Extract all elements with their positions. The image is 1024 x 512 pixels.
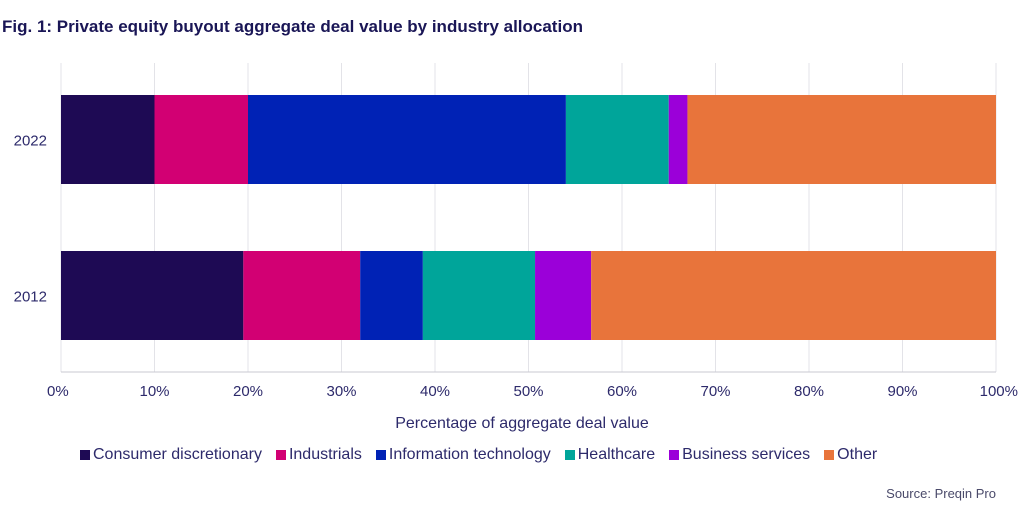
bar-segment-2022-business-services [668, 95, 688, 184]
source-note: Source: Preqin Pro [886, 486, 996, 501]
bar-segment-2022-information-technology [248, 95, 566, 184]
legend-label: Business services [682, 446, 811, 463]
legend-swatch [375, 450, 386, 460]
legend-label: Information technology [388, 446, 551, 463]
x-tick-label: 50% [513, 383, 543, 400]
legend-label: Consumer discretionary [93, 446, 262, 463]
y-tick-label: 2022 [14, 133, 47, 150]
legend-swatch [564, 450, 575, 460]
legend-label: Other [837, 446, 878, 463]
legend-swatch [275, 450, 286, 460]
legend-item: Healthcare [564, 446, 656, 464]
x-tick-label: 0% [47, 383, 69, 400]
bar-segment-2022-healthcare [565, 95, 669, 184]
x-axis-title: Percentage of aggregate deal value [395, 415, 649, 432]
chart-title: Fig. 1: Private equity buyout aggregate … [2, 17, 583, 36]
bar-segment-2012-business-services [535, 251, 592, 340]
x-tick-label: 40% [420, 383, 450, 400]
legend-item: Industrials [275, 446, 362, 464]
x-tick-label: 70% [700, 383, 730, 400]
legend-swatch [669, 450, 680, 460]
bar-segment-2012-healthcare [422, 251, 536, 340]
x-tick-label: 100% [980, 383, 1018, 400]
legend-label: Industrials [288, 446, 362, 463]
bar-segment-2012-other [591, 251, 996, 340]
bar-segment-2022-other [687, 95, 996, 184]
legend-swatch [824, 450, 835, 460]
chart-legend: Consumer discretionary Industrials Informa… [80, 446, 877, 464]
x-tick-label: 30% [326, 383, 356, 400]
legend-item: Business services [669, 446, 810, 464]
legend-item: Consumer discretionary [80, 446, 262, 464]
legend-item: Information technology [375, 446, 551, 464]
bar-segment-2012-industrials [243, 251, 361, 340]
x-tick-label: 80% [794, 383, 824, 400]
x-tick-label: 90% [887, 383, 917, 400]
legend-item: Other [824, 446, 877, 464]
legend-label: Healthcare [577, 446, 656, 463]
bar-segment-2012-consumer-discretionary [61, 251, 244, 340]
x-tick-label: 20% [233, 383, 263, 400]
x-tick-label: 10% [139, 383, 169, 400]
x-tick-label: 60% [607, 383, 637, 400]
bar-segment-2012-information-technology [360, 251, 423, 340]
bar-segment-2022-industrials [154, 95, 248, 184]
y-tick-label: 2012 [14, 289, 47, 306]
bar-segment-2022-consumer-discretionary [61, 95, 155, 184]
legend-swatch [80, 450, 90, 460]
